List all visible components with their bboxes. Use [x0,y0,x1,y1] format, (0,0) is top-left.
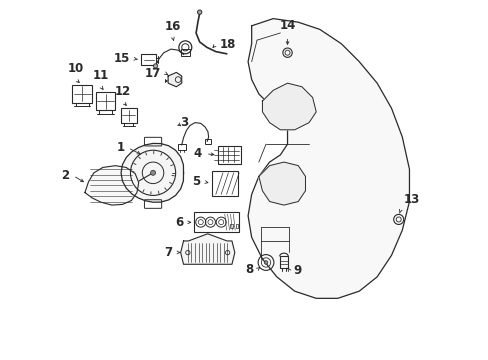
Text: 15: 15 [114,52,130,65]
Text: 10: 10 [68,62,84,75]
Text: 5: 5 [192,175,201,188]
Polygon shape [247,19,408,298]
Circle shape [197,10,202,14]
Text: 9: 9 [292,264,301,277]
Text: 4: 4 [194,147,202,160]
Circle shape [150,170,155,175]
Polygon shape [121,143,183,202]
Text: 12: 12 [115,85,131,98]
Circle shape [264,261,267,264]
Polygon shape [168,72,182,87]
Text: 7: 7 [164,246,172,259]
Polygon shape [262,83,316,130]
Text: 11: 11 [93,69,109,82]
Text: 18: 18 [219,38,235,51]
Text: 16: 16 [164,20,181,33]
Text: 3: 3 [180,116,188,129]
Text: 8: 8 [244,263,253,276]
Text: 2: 2 [61,169,69,182]
Text: 14: 14 [279,19,295,32]
Text: 13: 13 [403,193,420,206]
Circle shape [153,64,158,68]
Polygon shape [258,162,305,205]
Text: 17: 17 [145,67,161,80]
Text: 6: 6 [175,216,183,229]
Text: 1: 1 [116,141,124,154]
Polygon shape [85,166,139,205]
Polygon shape [180,234,234,264]
